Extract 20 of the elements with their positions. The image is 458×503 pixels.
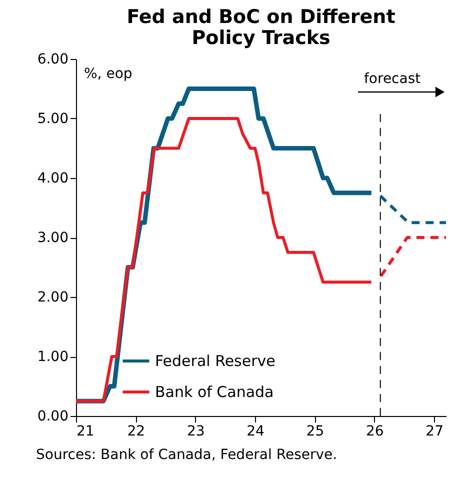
x-tick-label: 24 (246, 424, 265, 440)
y-tick-label: 2.00 (37, 290, 68, 306)
x-tick-label: 21 (76, 424, 94, 440)
y-axis-title: %, eop (84, 66, 132, 82)
legend-label: Bank of Canada (155, 383, 274, 401)
x-tick-label: 27 (426, 424, 444, 440)
y-tick-label: 1.00 (37, 349, 68, 365)
y-tick-label: 5.00 (37, 111, 68, 127)
y-tick-label: 4.00 (37, 170, 68, 186)
y-tick-label: 6.00 (37, 52, 68, 68)
chart-title: Fed and BoC on Different Policy Tracks (126, 6, 396, 49)
source-note: Sources: Bank of Canada, Federal Reserve. (36, 447, 338, 463)
x-tick-label: 25 (306, 424, 324, 440)
y-tick-label: 0.00 (37, 408, 68, 424)
x-tick-label: 22 (127, 424, 146, 440)
x-tick-label: 23 (186, 424, 205, 440)
annotation: forecast (364, 71, 422, 87)
y-tick-label: 3.00 (37, 230, 68, 246)
legend-label: Federal Reserve (155, 352, 276, 370)
x-tick-label: 26 (366, 424, 384, 440)
